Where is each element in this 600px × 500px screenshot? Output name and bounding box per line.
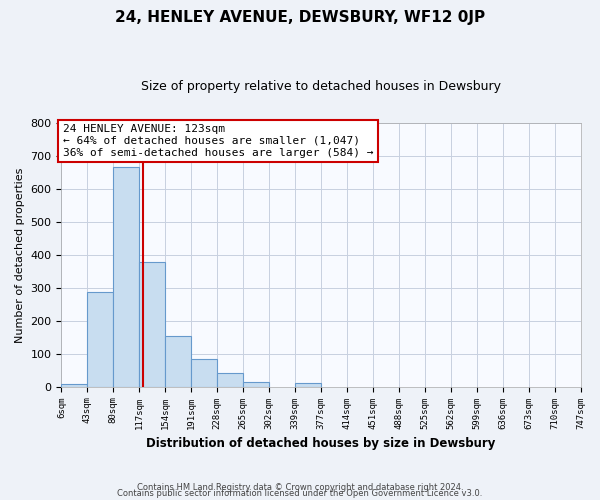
Text: Contains public sector information licensed under the Open Government Licence v3: Contains public sector information licen… <box>118 490 482 498</box>
X-axis label: Distribution of detached houses by size in Dewsbury: Distribution of detached houses by size … <box>146 437 496 450</box>
Text: Contains HM Land Registry data © Crown copyright and database right 2024.: Contains HM Land Registry data © Crown c… <box>137 484 463 492</box>
Text: 24, HENLEY AVENUE, DEWSBURY, WF12 0JP: 24, HENLEY AVENUE, DEWSBURY, WF12 0JP <box>115 10 485 25</box>
Title: Size of property relative to detached houses in Dewsbury: Size of property relative to detached ho… <box>141 80 501 93</box>
Bar <box>113 167 139 386</box>
Bar <box>217 373 243 386</box>
Bar <box>191 358 217 386</box>
Bar <box>243 382 269 386</box>
Bar <box>61 384 88 386</box>
Bar <box>295 384 320 386</box>
Bar <box>88 292 113 386</box>
Bar <box>165 336 191 386</box>
Bar <box>139 262 165 386</box>
Text: 24 HENLEY AVENUE: 123sqm
← 64% of detached houses are smaller (1,047)
36% of sem: 24 HENLEY AVENUE: 123sqm ← 64% of detach… <box>63 124 373 158</box>
Y-axis label: Number of detached properties: Number of detached properties <box>15 168 25 342</box>
